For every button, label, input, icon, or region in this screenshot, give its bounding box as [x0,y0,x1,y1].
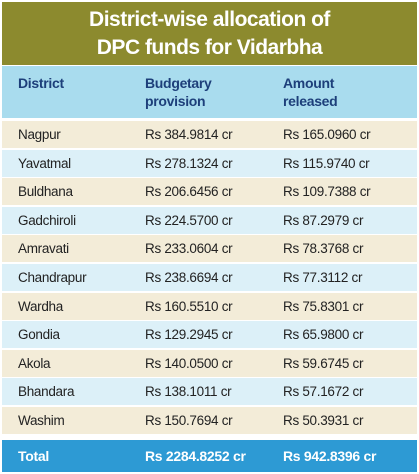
cell: Wardha [18,298,63,314]
table-row: Akola Rs 140.0500 cr Rs 59.6745 cr [2,349,417,377]
cell: Rs 160.5510 cr [145,298,233,314]
title-line: District-wise allocation of [89,8,330,31]
cell: Rs 109.7388 cr [283,184,371,200]
table-row: Buldhana Rs 206.6456 cr Rs 109.7388 cr [2,178,417,206]
cell: Buldhana [18,184,73,200]
cell: Gondia [18,327,60,343]
total-row: Total Rs 2284.8252 cr Rs 942.8396 cr [2,439,417,472]
table-row: Yavatmal Rs 278.1324 cr Rs 115.9740 cr [2,149,417,177]
column-header: Amount released [283,75,338,109]
cell: Rs 140.0500 cr [145,355,233,371]
table-row: Amravati Rs 233.0604 cr Rs 78.3768 cr [2,235,417,263]
table-row: Bhandara Rs 138.1011 cr Rs 57.1672 cr [2,378,417,406]
title: District-wise allocation of DPC funds fo… [2,2,417,65]
cell: Washim [18,413,65,428]
title-line: DPC funds for Vidarbha [96,36,323,59]
cell: Rs 59.6745 cr [283,355,364,371]
cell: Rs 138.1011 cr [145,384,232,400]
cell: Rs 115.9740 cr [283,155,370,171]
cell: Akola [18,355,51,371]
cell: Nagpur [18,127,61,142]
table-row: Gondia Rs 129.2945 cr Rs 65.9800 cr [2,321,417,349]
cell: Rs 87.2979 cr [283,212,364,228]
cell: Rs 57.1672 cr [283,384,364,400]
cell: Rs 78.3768 cr [283,241,364,257]
cell: Rs 50.3931 cr [283,413,364,428]
cell: Chandrapur [18,270,87,285]
cell: Rs 2284.8252 cr [145,447,246,464]
cell: Rs 942.8396 cr [283,447,377,464]
cell: Rs 224.5700 cr [145,212,233,228]
cell: Bhandara [18,384,75,400]
cell: Rs 65.9800 cr [283,327,364,343]
column-header: District [18,75,64,91]
table-row: Nagpur Rs 384.9814 cr Rs 165.0960 cr [2,121,417,148]
table-row: Washim Rs 150.7694 cr Rs 50.3931 cr [2,407,417,434]
header-row: District Budgetary provision Amount rele… [2,66,417,118]
column-header: Budgetary provision [145,75,212,109]
cell: Rs 233.0604 cr [145,241,233,257]
cell: Total [18,447,49,464]
cell: Gadchiroli [18,212,76,228]
cell: Rs 278.1324 cr [145,155,233,171]
cell: Rs 129.2945 cr [145,327,233,343]
cell: Rs 75.8301 cr [283,298,364,314]
cell: Rs 150.7694 cr [145,413,233,428]
cell: Rs 384.9814 cr [145,127,233,142]
table-row: Wardha Rs 160.5510 cr Rs 75.8301 cr [2,292,417,320]
cell: Yavatmal [18,155,71,171]
table-row: Chandrapur Rs 238.6694 cr Rs 77.3112 cr [2,264,417,291]
cell: Rs 165.0960 cr [283,127,371,142]
cell: Amravati [18,241,69,257]
cell: Rs 77.3112 cr [283,270,363,285]
table-row: Gadchiroli Rs 224.5700 cr Rs 87.2979 cr [2,206,417,234]
cell: Rs 238.6694 cr [145,270,233,285]
cell: Rs 206.6456 cr [145,184,233,200]
